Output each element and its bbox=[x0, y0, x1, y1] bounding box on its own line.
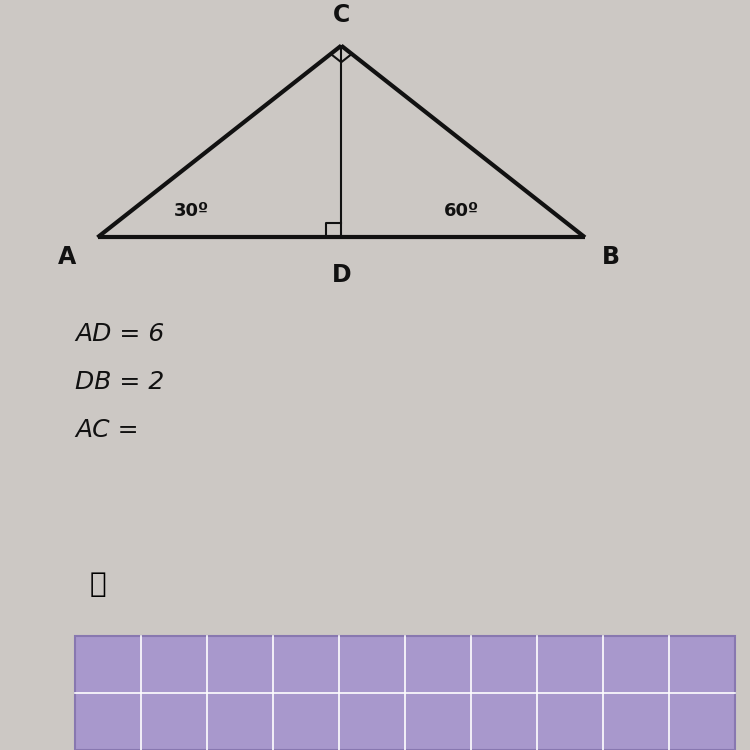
Text: D: D bbox=[332, 263, 351, 287]
Text: AD = 6: AD = 6 bbox=[75, 322, 164, 346]
Text: AC =: AC = bbox=[75, 418, 139, 442]
Text: C: C bbox=[333, 3, 350, 27]
Bar bbox=[75, 636, 735, 750]
Text: DB = 2: DB = 2 bbox=[75, 370, 164, 394]
Text: 🗑: 🗑 bbox=[89, 570, 106, 598]
Text: A: A bbox=[58, 244, 76, 268]
Text: 60º: 60º bbox=[444, 202, 478, 220]
Text: 30º: 30º bbox=[174, 202, 208, 220]
Text: B: B bbox=[602, 244, 620, 268]
